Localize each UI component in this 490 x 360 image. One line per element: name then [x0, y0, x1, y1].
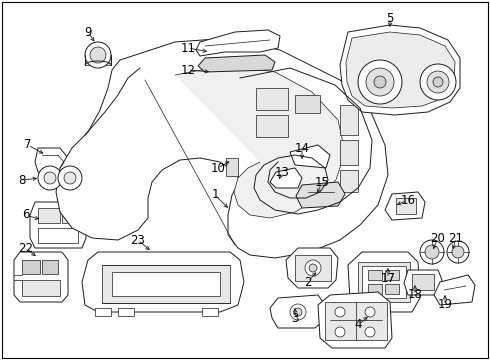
Text: 7: 7	[24, 139, 32, 152]
Text: 1: 1	[211, 189, 219, 202]
Text: 9: 9	[84, 26, 92, 39]
Circle shape	[44, 172, 56, 184]
Polygon shape	[296, 182, 345, 208]
Circle shape	[294, 308, 302, 316]
Polygon shape	[404, 270, 442, 295]
Bar	[295, 95, 320, 113]
Bar	[385, 284, 399, 294]
Polygon shape	[35, 148, 68, 172]
Bar	[95, 308, 111, 316]
Bar	[38, 208, 60, 223]
Text: 22: 22	[19, 242, 33, 255]
Text: 12: 12	[180, 63, 196, 77]
Text: 23: 23	[130, 234, 146, 247]
Circle shape	[420, 240, 444, 264]
Bar	[362, 266, 406, 298]
Circle shape	[366, 68, 394, 96]
Circle shape	[425, 245, 439, 259]
Text: 21: 21	[448, 231, 464, 244]
Bar	[368, 270, 382, 280]
Text: 11: 11	[180, 41, 196, 54]
Bar	[226, 158, 238, 176]
Circle shape	[374, 76, 386, 88]
Circle shape	[335, 327, 345, 337]
Text: 4: 4	[354, 319, 362, 332]
Polygon shape	[286, 248, 338, 288]
Bar	[38, 228, 78, 243]
Circle shape	[85, 42, 111, 68]
Text: 20: 20	[431, 231, 445, 244]
Circle shape	[38, 166, 62, 190]
Circle shape	[309, 264, 317, 272]
Text: 14: 14	[294, 141, 310, 154]
Text: 13: 13	[274, 166, 290, 179]
Bar	[118, 308, 134, 316]
Bar	[22, 260, 40, 274]
Polygon shape	[270, 295, 325, 328]
Polygon shape	[198, 55, 275, 72]
Bar	[340, 105, 358, 135]
Text: 18: 18	[408, 288, 422, 302]
Text: 19: 19	[438, 298, 452, 311]
Bar	[368, 284, 382, 294]
Circle shape	[365, 307, 375, 317]
Bar	[340, 140, 358, 165]
Circle shape	[90, 47, 106, 63]
Polygon shape	[56, 38, 388, 258]
Text: 8: 8	[18, 174, 25, 186]
Circle shape	[64, 172, 76, 184]
Circle shape	[427, 71, 449, 93]
Polygon shape	[14, 252, 68, 302]
Circle shape	[290, 304, 306, 320]
Circle shape	[433, 77, 443, 87]
Bar	[62, 208, 80, 223]
Bar	[412, 274, 434, 290]
Circle shape	[452, 246, 464, 258]
Text: 17: 17	[381, 271, 395, 284]
Polygon shape	[385, 192, 425, 220]
Bar	[385, 270, 399, 280]
Polygon shape	[434, 275, 475, 305]
Bar	[295, 255, 331, 281]
Circle shape	[447, 241, 469, 263]
Polygon shape	[175, 65, 345, 218]
Bar	[256, 88, 288, 110]
Circle shape	[358, 60, 402, 104]
Circle shape	[365, 327, 375, 337]
Bar	[202, 308, 218, 316]
Bar	[396, 198, 416, 214]
Bar	[340, 170, 358, 192]
Bar	[358, 262, 410, 302]
Circle shape	[305, 260, 321, 276]
Polygon shape	[318, 292, 392, 348]
Polygon shape	[30, 202, 86, 248]
Circle shape	[335, 307, 345, 317]
Polygon shape	[290, 145, 330, 168]
Bar	[42, 260, 58, 274]
Circle shape	[58, 166, 82, 190]
Bar	[22, 280, 60, 296]
Text: 15: 15	[315, 175, 329, 189]
Circle shape	[420, 64, 456, 100]
Text: 10: 10	[211, 162, 225, 175]
Polygon shape	[82, 252, 244, 312]
Polygon shape	[196, 30, 280, 56]
Text: 2: 2	[304, 275, 312, 288]
Text: 16: 16	[400, 194, 416, 207]
Polygon shape	[270, 168, 302, 188]
Polygon shape	[340, 25, 460, 115]
Bar	[102, 265, 230, 303]
Text: 6: 6	[22, 208, 30, 221]
Bar	[256, 115, 288, 137]
Text: 5: 5	[386, 12, 393, 24]
Bar	[325, 302, 387, 340]
Text: 3: 3	[292, 311, 299, 324]
Bar	[112, 272, 220, 296]
Polygon shape	[346, 32, 455, 108]
Polygon shape	[348, 252, 420, 312]
Bar	[85, 55, 111, 65]
